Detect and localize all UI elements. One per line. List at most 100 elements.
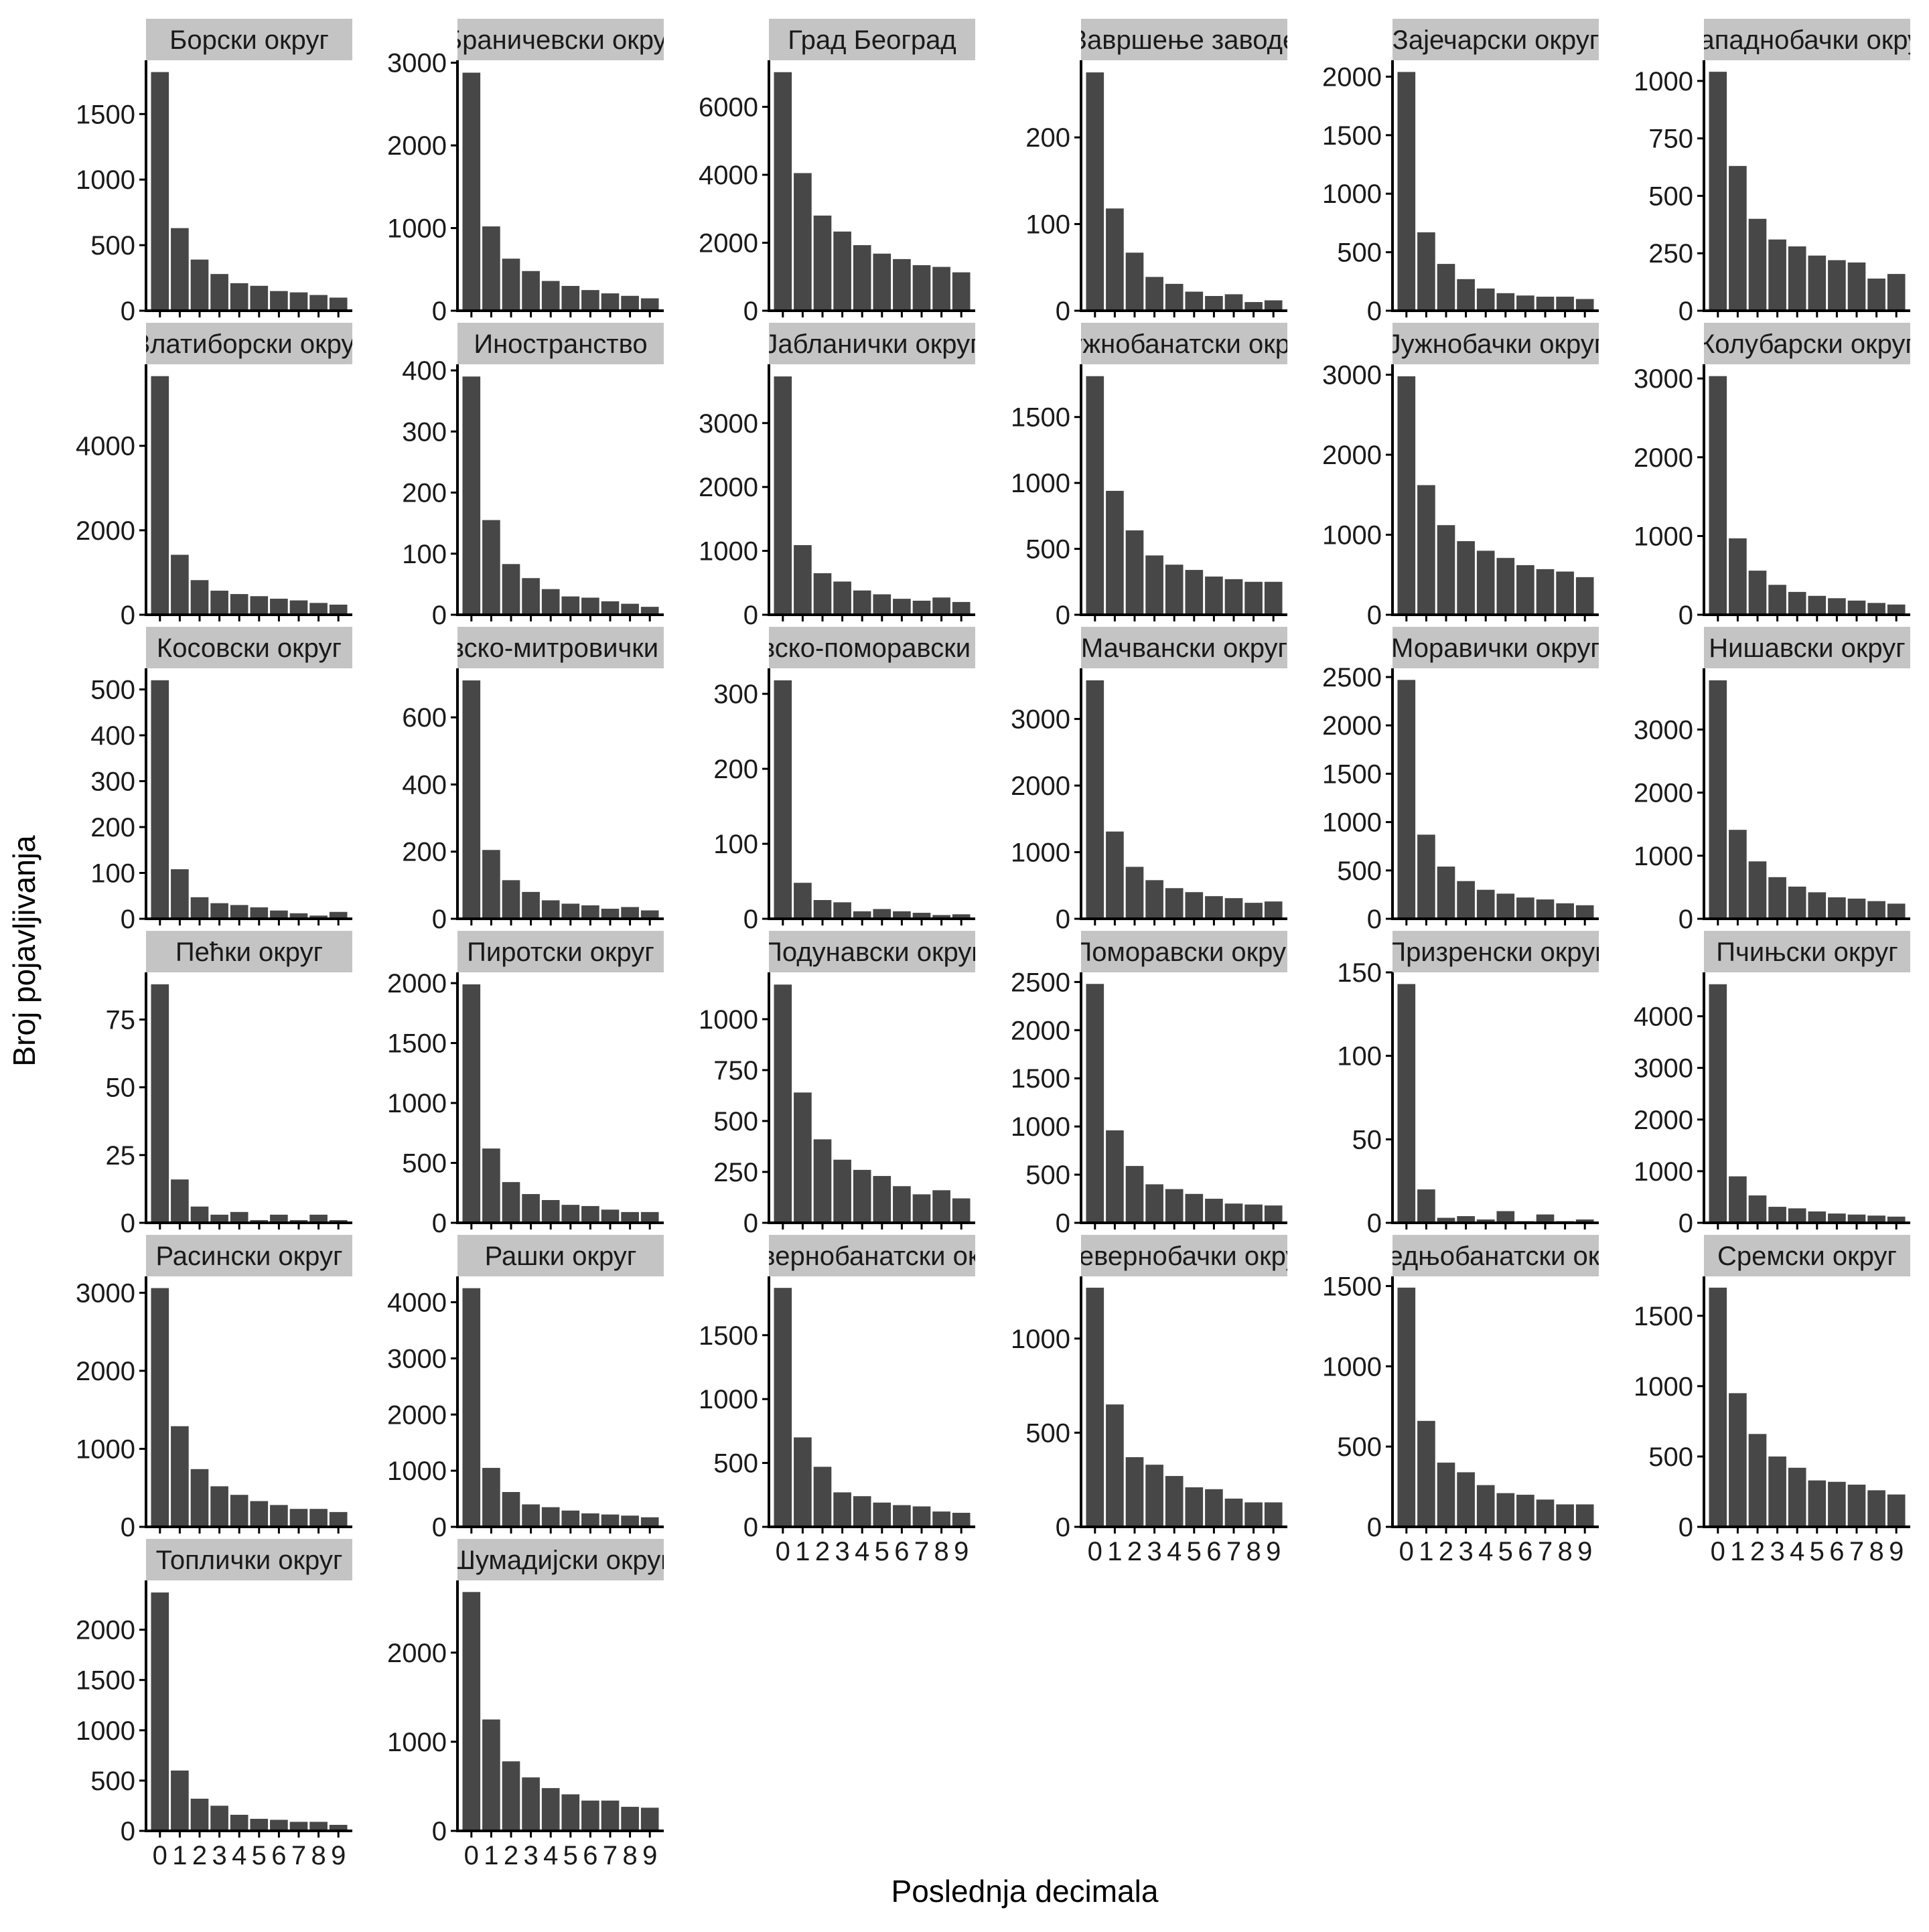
y-tick-label: 2000 [1322,62,1382,92]
bar [329,911,348,919]
bar [873,1502,891,1527]
bar [853,590,871,615]
bar [329,1824,348,1831]
y-tick-label: 500 [1337,238,1382,268]
bar [794,1092,812,1223]
y-tick-label: 0 [121,297,135,326]
bar [1847,1484,1866,1527]
bar [1397,680,1416,919]
bar [1575,1219,1594,1223]
bar [621,907,639,919]
bar [581,905,599,919]
bar [1496,293,1515,311]
y-tick-label: 2000 [76,1357,135,1386]
facet-strip-title: Топлички округ [156,1546,343,1575]
facet-strip [146,323,352,364]
bar [502,258,520,311]
bar [1457,1216,1475,1223]
y-tick-label: 2000 [1322,711,1382,741]
bar [210,1486,228,1527]
x-tick-label: 7 [1849,1537,1864,1566]
bar [482,1148,500,1223]
y-tick-label: 400 [402,770,447,800]
bar [1185,291,1204,311]
bar [1437,1463,1455,1527]
bar [1709,1287,1727,1527]
facet-panel: Косовски округ 0 100 200 300 400 500 [90,627,352,934]
bar [1224,1498,1243,1527]
bar [1417,1420,1435,1527]
y-tick-label: 1000 [1322,179,1382,209]
bar [482,1467,500,1527]
bar [1729,1393,1747,1527]
bar [853,1496,871,1527]
bar [601,1800,620,1831]
bar [1808,595,1827,615]
bar [522,1194,540,1223]
x-tick-label: 2 [1750,1537,1765,1566]
bar [502,564,520,615]
facet-strip [457,1235,664,1276]
bar [1457,541,1475,615]
bar [952,1513,971,1527]
bar [1476,288,1495,311]
x-tick-label: 0 [1711,1537,1725,1566]
facet-strip [457,19,664,60]
facet-strip [146,1235,352,1276]
bar [329,604,348,615]
bar [1847,262,1866,311]
y-tick-label: 1000 [387,1089,447,1118]
bar [1476,550,1495,615]
bar [794,173,812,311]
bar [210,1805,228,1831]
bar [581,1800,599,1831]
bar [1125,867,1144,919]
bar [1437,867,1455,919]
bar [1165,1476,1184,1527]
facet-strip-title: Мачвански округ [1081,634,1287,663]
y-tick-label: 100 [90,859,135,889]
x-tick-label: 4 [1478,1537,1493,1566]
bar [1847,600,1866,615]
bar [289,600,308,615]
bar [151,376,169,615]
x-tick-label: 1 [172,1841,187,1870]
facet-strip-title: Пећки округ [175,938,323,967]
bar [640,298,659,311]
bar [250,1219,269,1223]
bar [1729,538,1747,615]
y-tick-label: 100 [1337,1042,1382,1071]
facet-strip-title: Западнобачки округ [1683,25,1929,55]
facet-strip [1704,931,1910,972]
bar [1205,296,1223,311]
bar [230,594,248,615]
facet-panel: Расински округ 0 1000 2000 3000 [76,1235,352,1542]
bar [640,1807,659,1831]
bar [1867,1490,1885,1527]
facet-strip-title: Зајечарски округ [1392,25,1599,55]
bar [1709,984,1727,1223]
bar [1264,581,1283,615]
bar [853,245,871,311]
bar [1828,598,1846,615]
y-tick-label: 0 [1678,905,1693,934]
y-tick-label: 2000 [387,1400,447,1430]
y-tick-label: 500 [1337,1432,1382,1462]
bar [1788,1208,1806,1223]
bar [873,253,891,311]
y-tick-label: 1000 [1011,1325,1070,1354]
bar [813,1139,832,1223]
bar [1808,255,1827,311]
x-tick-label: 3 [212,1841,226,1870]
bar [1086,72,1104,311]
x-tick-label: 5 [252,1841,267,1870]
bar [952,272,971,311]
y-tick-label: 150 [1337,958,1382,988]
y-tick-label: 100 [713,830,758,859]
bar [1125,1457,1144,1527]
bar [1709,680,1727,919]
x-tick-label: 8 [622,1841,637,1870]
y-tick-label: 3000 [387,49,447,78]
y-tick-label: 3000 [1634,364,1693,394]
